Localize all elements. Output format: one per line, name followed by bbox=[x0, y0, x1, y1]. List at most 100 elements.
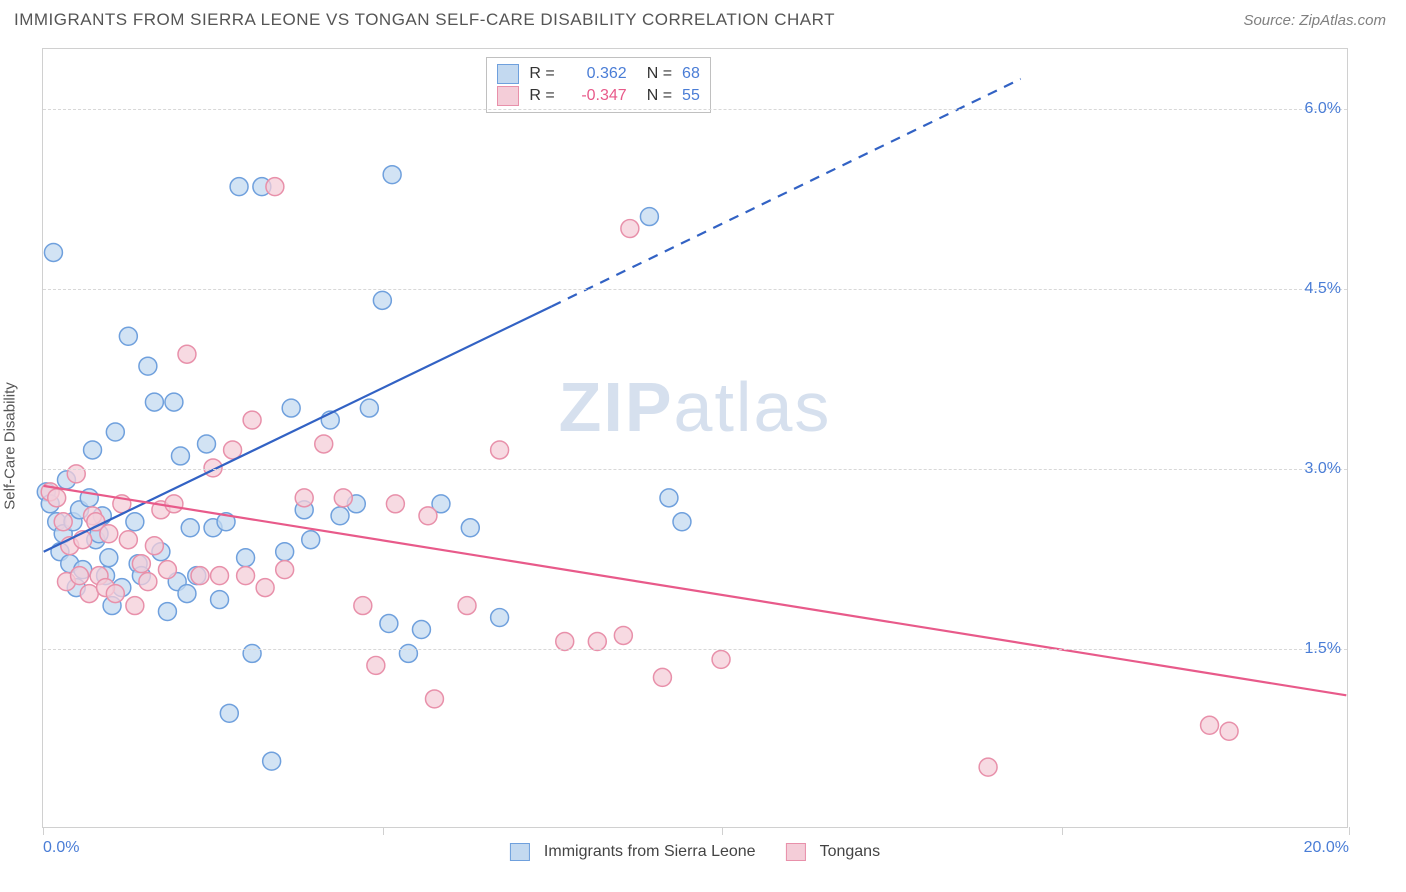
data-point bbox=[373, 291, 391, 309]
data-point bbox=[67, 465, 85, 483]
xtick-label: 0.0% bbox=[43, 839, 79, 857]
data-point bbox=[461, 519, 479, 537]
data-point bbox=[295, 489, 313, 507]
data-point bbox=[119, 327, 137, 345]
chart-container: ZIPatlas R = 0.362 N = 68 R = -0.347 N =… bbox=[42, 48, 1348, 828]
data-point bbox=[266, 178, 284, 196]
stats-legend-row-0: R = 0.362 N = 68 bbox=[497, 64, 699, 84]
bottom-legend: Immigrants from Sierra Leone Tongans bbox=[510, 843, 880, 861]
data-point bbox=[621, 220, 639, 238]
data-point bbox=[360, 399, 378, 417]
data-point bbox=[237, 549, 255, 567]
n-value-0: 68 bbox=[682, 65, 700, 83]
data-point bbox=[145, 393, 163, 411]
r-label: R = bbox=[529, 87, 554, 105]
legend-swatch-blue bbox=[497, 64, 519, 84]
data-point bbox=[1220, 722, 1238, 740]
data-point bbox=[386, 495, 404, 513]
tick-x bbox=[383, 827, 384, 835]
legend-swatch-blue bbox=[510, 843, 530, 861]
tick-x bbox=[1062, 827, 1063, 835]
data-point bbox=[491, 609, 509, 627]
data-point bbox=[80, 585, 98, 603]
data-point bbox=[178, 585, 196, 603]
data-point bbox=[44, 244, 62, 262]
data-point bbox=[331, 507, 349, 525]
data-point bbox=[100, 525, 118, 543]
data-point bbox=[263, 752, 281, 770]
stats-legend: R = 0.362 N = 68 R = -0.347 N = 55 bbox=[486, 57, 710, 113]
data-point bbox=[588, 633, 606, 651]
tick-x bbox=[722, 827, 723, 835]
gridline-h bbox=[43, 289, 1347, 290]
data-point bbox=[653, 668, 671, 686]
gridline-h bbox=[43, 109, 1347, 110]
data-point bbox=[640, 208, 658, 226]
data-point bbox=[100, 549, 118, 567]
r-value-0: 0.362 bbox=[567, 65, 627, 83]
data-point bbox=[334, 489, 352, 507]
legend-label-1: Tongans bbox=[820, 843, 881, 861]
data-point bbox=[191, 567, 209, 585]
data-point bbox=[237, 567, 255, 585]
data-point bbox=[165, 495, 183, 513]
data-point bbox=[126, 597, 144, 615]
legend-swatch-pink bbox=[786, 843, 806, 861]
ytick-label: 1.5% bbox=[1305, 640, 1341, 658]
plot-area: ZIPatlas R = 0.362 N = 68 R = -0.347 N =… bbox=[43, 49, 1347, 827]
data-point bbox=[171, 447, 189, 465]
data-point bbox=[106, 585, 124, 603]
data-point bbox=[158, 561, 176, 579]
r-label: R = bbox=[529, 65, 554, 83]
data-point bbox=[211, 567, 229, 585]
data-point bbox=[282, 399, 300, 417]
gridline-h bbox=[43, 649, 1347, 650]
data-point bbox=[165, 393, 183, 411]
data-point bbox=[399, 644, 417, 662]
data-point bbox=[139, 357, 157, 375]
data-point bbox=[230, 178, 248, 196]
data-point bbox=[614, 627, 632, 645]
data-point bbox=[315, 435, 333, 453]
data-point bbox=[491, 441, 509, 459]
n-label: N = bbox=[647, 87, 672, 105]
xtick-label: 20.0% bbox=[1304, 839, 1349, 857]
r-value-1: -0.347 bbox=[567, 87, 627, 105]
data-point bbox=[243, 644, 261, 662]
data-point bbox=[673, 513, 691, 531]
data-point bbox=[425, 690, 443, 708]
data-point bbox=[302, 531, 320, 549]
data-point bbox=[145, 537, 163, 555]
chart-title: IMMIGRANTS FROM SIERRA LEONE VS TONGAN S… bbox=[14, 10, 835, 30]
source-label: Source: ZipAtlas.com bbox=[1243, 12, 1386, 29]
data-point bbox=[1201, 716, 1219, 734]
scatter-plot-svg bbox=[43, 49, 1347, 827]
data-point bbox=[106, 423, 124, 441]
data-point bbox=[979, 758, 997, 776]
stats-legend-row-1: R = -0.347 N = 55 bbox=[497, 86, 699, 106]
data-point bbox=[158, 603, 176, 621]
data-point bbox=[126, 513, 144, 531]
data-point bbox=[712, 650, 730, 668]
data-point bbox=[220, 704, 238, 722]
data-point bbox=[211, 591, 229, 609]
data-point bbox=[383, 166, 401, 184]
data-point bbox=[556, 633, 574, 651]
data-point bbox=[380, 615, 398, 633]
legend-swatch-pink bbox=[497, 86, 519, 106]
ytick-label: 6.0% bbox=[1305, 100, 1341, 118]
data-point bbox=[276, 543, 294, 561]
data-point bbox=[54, 513, 72, 531]
data-point bbox=[276, 561, 294, 579]
data-point bbox=[660, 489, 678, 507]
data-point bbox=[48, 489, 66, 507]
tick-x bbox=[43, 827, 44, 835]
tick-x bbox=[1349, 827, 1350, 835]
legend-label-0: Immigrants from Sierra Leone bbox=[544, 843, 756, 861]
y-axis-label: Self-Care Disability bbox=[2, 382, 19, 510]
data-point bbox=[354, 597, 372, 615]
data-point bbox=[412, 621, 430, 639]
data-point bbox=[256, 579, 274, 597]
data-point bbox=[458, 597, 476, 615]
data-point bbox=[178, 345, 196, 363]
